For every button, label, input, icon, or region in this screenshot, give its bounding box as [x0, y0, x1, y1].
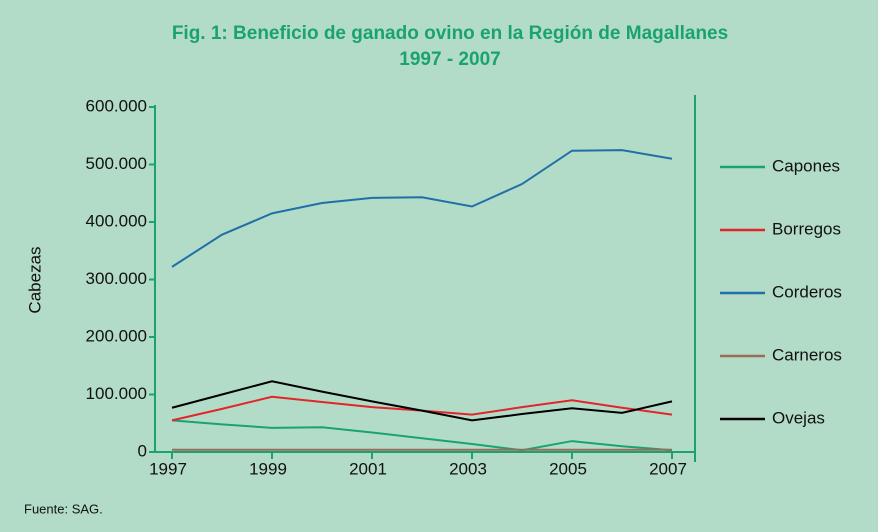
y-tick-label: 100.000: [86, 384, 147, 403]
series-line: [171, 395, 673, 422]
legend-label: Capones: [772, 156, 840, 175]
y-axis-label: Cabezas: [25, 246, 44, 313]
legend-label: Borregos: [772, 219, 841, 238]
x-tick-label: 1999: [249, 459, 287, 478]
y-tick-label: 200.000: [86, 326, 147, 345]
x-tick-label: 2001: [349, 459, 387, 478]
y-tick-label: 0: [138, 441, 147, 460]
legend-label: Corderos: [772, 282, 842, 301]
y-tick-label: 500.000: [86, 154, 147, 173]
legend-label: Carneros: [772, 345, 842, 364]
source: Fuente: SAG.: [24, 501, 103, 516]
chart-subtitle: 1997 - 2007: [399, 49, 500, 70]
y-tick-label: 600.000: [86, 96, 147, 115]
legend-label: Ovejas: [772, 408, 825, 427]
x-tick-label: 2007: [649, 459, 687, 478]
x-tick-label: 1997: [149, 459, 187, 478]
series-line: [171, 380, 673, 422]
y-tick-label: 300.000: [86, 269, 147, 288]
chart-title: Fig. 1: Beneficio de ganado ovino en la …: [172, 23, 728, 44]
x-tick-label: 2005: [549, 459, 587, 478]
y-tick-label: 400.000: [86, 211, 147, 230]
series-line: [171, 419, 673, 452]
series-line: [171, 149, 673, 268]
x-tick-label: 2003: [449, 459, 487, 478]
